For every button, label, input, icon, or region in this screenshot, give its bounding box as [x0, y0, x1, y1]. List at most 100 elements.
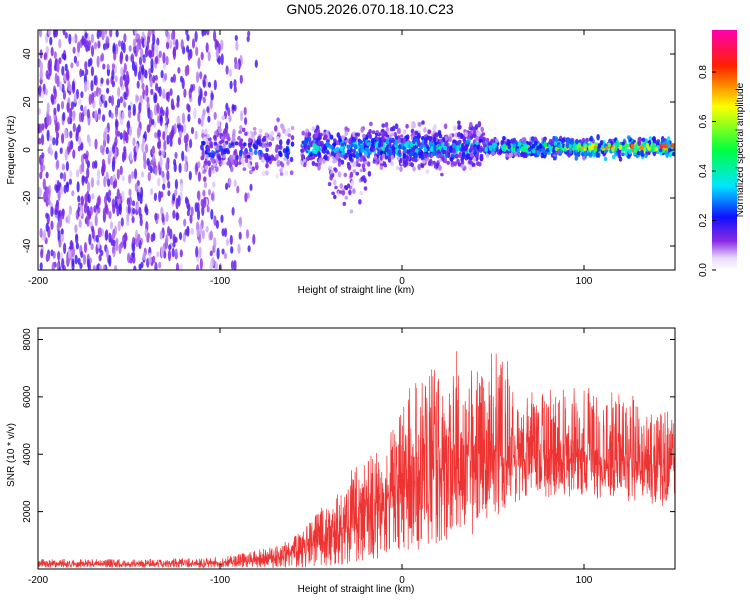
spectrogram-cell: [197, 171, 201, 182]
spectrogram-cell: [290, 125, 295, 131]
spectrogram-cell: [162, 52, 166, 64]
spectrogram-cell: [135, 143, 139, 153]
spectrogram-cell: [312, 142, 316, 149]
spectrogram-cell: [328, 165, 333, 170]
spectrogram-cell: [404, 160, 409, 167]
spectrogram-cell: [624, 142, 628, 149]
spectrogram-cell: [454, 153, 459, 159]
spectrogram-cell: [179, 75, 184, 83]
spectrogram-cell: [123, 101, 127, 108]
spectrogram-cell: [53, 64, 58, 72]
spectrogram-cell: [279, 172, 284, 176]
spectrogram-cell: [279, 144, 283, 150]
spectrogram-cell: [287, 133, 292, 138]
spectrogram-cell: [456, 132, 461, 138]
spectrogram-cell: [217, 155, 222, 161]
spectrogram-cell: [229, 154, 233, 161]
spectrogram-cell: [259, 149, 263, 157]
spectrogram-cell: [49, 36, 53, 46]
spectrogram-cell: [381, 153, 386, 159]
spectrogram-cell: [554, 136, 559, 143]
spectrogram-cell: [318, 158, 323, 164]
spectrogram-cell: [229, 80, 233, 90]
spectrogram-cell: [442, 149, 446, 155]
spectrogram-cell: [119, 132, 123, 140]
spectrogram-cell: [84, 81, 88, 93]
spectrogram-cell: [339, 146, 344, 150]
snr-y-tick-label: 2000: [22, 500, 33, 523]
spectrogram-cell: [56, 131, 60, 139]
spectrogram-cell: [290, 141, 295, 147]
spectrogram-cell: [128, 125, 132, 137]
spectrogram-cell: [342, 201, 347, 206]
spectrogram-cell: [45, 171, 49, 179]
spectrogram-cell: [275, 173, 279, 179]
snr-x-tick-label: 100: [576, 575, 593, 586]
spectrogram-cell: [475, 161, 480, 166]
spectrogram-cell: [123, 240, 127, 250]
spectrogram-cell: [73, 55, 77, 64]
spectrogram-cell: [206, 134, 211, 139]
spectrogram-cell: [79, 262, 83, 269]
spectrogram-cell: [236, 185, 240, 194]
spectrogram-cell: [148, 30, 152, 37]
spectrogram-cell: [204, 165, 209, 170]
spectrogram-y-tick-label: 40: [22, 48, 33, 60]
spectrogram-cell: [158, 86, 162, 97]
spectrogram-cell: [241, 127, 246, 133]
spectrogram-cell: [213, 30, 217, 42]
spectrogram-cell: [184, 65, 188, 77]
spectrogram-cell: [268, 134, 273, 139]
spectrogram-cell: [120, 67, 124, 77]
spectrogram-cell: [160, 191, 164, 198]
spectrogram-cell: [94, 160, 98, 169]
spectrogram-cell: [215, 166, 219, 173]
spectrogram-cell: [72, 149, 76, 159]
spectrogram-cell: [150, 233, 154, 243]
spectrogram-cell: [217, 55, 221, 65]
spectrogram-cell: [117, 98, 121, 108]
spectrogram-cell: [671, 143, 675, 148]
spectrogram-cell: [209, 250, 213, 257]
spectrogram-cell: [247, 245, 251, 253]
spectrogram-cell: [94, 214, 98, 227]
spectrogram-cell: [621, 142, 625, 146]
spectrogram-cell: [102, 139, 107, 148]
spectrogram-cell: [46, 129, 50, 142]
spectrogram-cell: [550, 141, 554, 147]
spectrogram-cell: [104, 202, 108, 213]
spectrogram-cell: [371, 141, 375, 147]
spectrogram-cell: [470, 144, 474, 150]
spectrogram-cell: [114, 136, 118, 147]
spectrogram-cell: [69, 107, 73, 119]
spectrogram-cell: [112, 203, 116, 214]
spectrogram-cell: [94, 109, 98, 122]
spectrogram-cell: [303, 143, 308, 150]
spectrogram-cell: [97, 40, 101, 49]
spectrogram-cell: [64, 149, 68, 161]
spectrogram-cell: [530, 137, 535, 142]
spectrogram-cell: [138, 206, 142, 217]
spectrogram-cell: [348, 138, 352, 145]
spectrogram-cell: [352, 188, 356, 195]
spectrogram-cell: [307, 136, 312, 143]
spectrogram-cell: [187, 113, 191, 123]
spectrogram-cell: [233, 259, 237, 270]
spectrogram-cell: [206, 145, 211, 152]
spectrogram-cell: [67, 117, 71, 125]
spectrogram-cell: [57, 189, 61, 201]
spectrogram-cell: [69, 239, 73, 250]
spectrogram-cell: [211, 256, 215, 267]
spectrogram-cell: [344, 126, 349, 131]
spectrogram-cell: [111, 63, 115, 70]
spectrogram-cell: [667, 147, 672, 154]
spectrogram-cell: [118, 40, 122, 47]
spectrogram-cell: [654, 147, 658, 152]
spectrogram-cell: [123, 149, 127, 161]
spectrogram-cell: [276, 159, 281, 166]
spectrogram-cell: [423, 147, 428, 153]
spectrogram-cell: [527, 147, 532, 152]
spectrogram-cell: [363, 177, 367, 184]
spectrogram-cell: [108, 232, 112, 243]
spectrogram-cell: [593, 147, 598, 153]
